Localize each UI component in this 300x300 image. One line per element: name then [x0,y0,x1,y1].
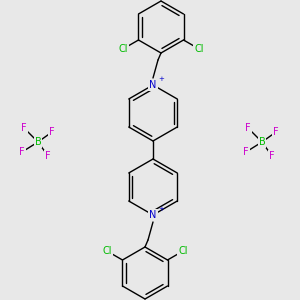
Text: F: F [273,127,279,137]
Text: Cl: Cl [118,44,128,54]
Text: Cl: Cl [194,44,204,54]
Text: F: F [19,147,25,157]
Text: N: N [149,80,157,90]
Text: N: N [149,210,157,220]
Text: F: F [269,151,275,161]
Text: F: F [21,123,27,133]
Text: +: + [158,76,164,82]
Text: Cl: Cl [178,246,188,256]
Text: B: B [34,137,41,147]
Text: F: F [243,147,249,157]
Text: F: F [245,123,251,133]
Text: F: F [45,151,51,161]
Text: B: B [259,137,266,147]
Text: +: + [158,206,164,212]
Text: Cl: Cl [102,246,112,256]
Text: F: F [49,127,55,137]
